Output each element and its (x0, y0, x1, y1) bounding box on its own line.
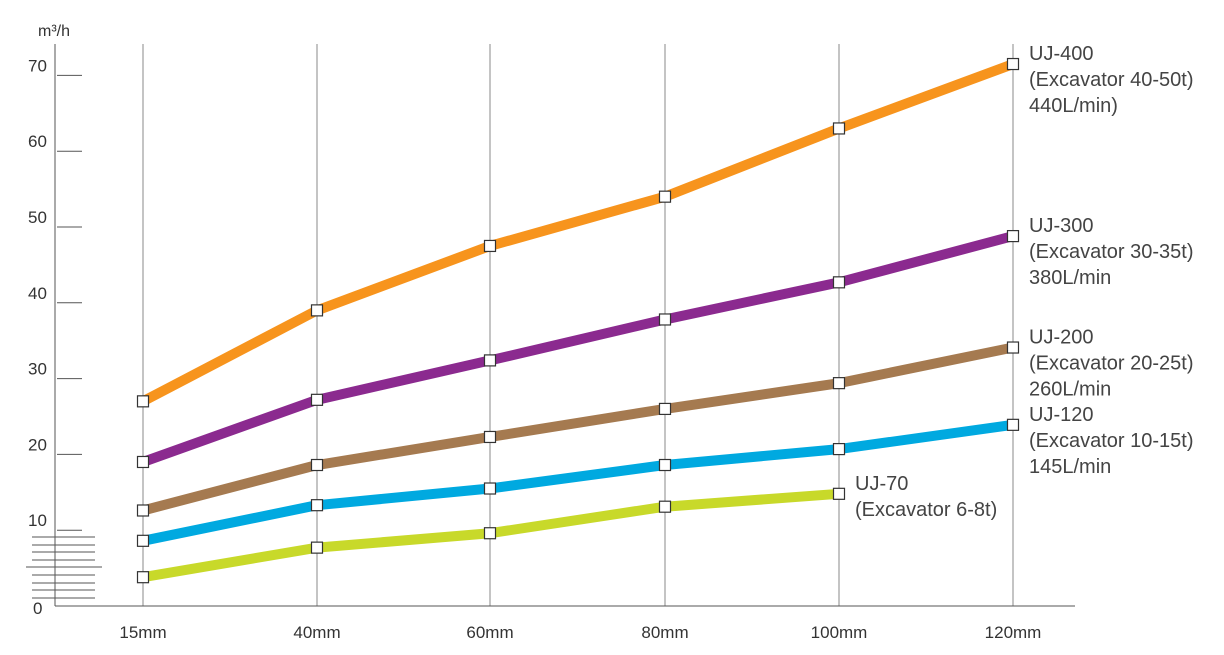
x-tick-label-40mm: 40mm (293, 623, 340, 642)
y-tick-label: 0 (33, 599, 42, 618)
x-tick-label-15mm: 15mm (119, 623, 166, 642)
series-line-uj-200 (141, 342, 1015, 516)
series-label-line: UJ-70 (855, 473, 908, 495)
series-uj-200 (136, 341, 1020, 517)
series-label-line: 380L/min (1029, 267, 1111, 289)
series-label-line: (Excavator 40-50t) (1029, 69, 1194, 91)
series-label-line: UJ-300 (1029, 215, 1093, 237)
series-group (136, 57, 1020, 584)
series-uj-120 (136, 418, 1020, 547)
data-point-marker (136, 571, 150, 584)
x-axis-labels: 15mm 40mm 60mm 80mm 100mm 120mm (119, 623, 1041, 642)
series-uj-300 (136, 229, 1020, 469)
data-point-marker (310, 499, 324, 512)
data-point-marker (483, 527, 497, 540)
data-point-marker (310, 458, 324, 472)
y-tick-label: 70 (28, 56, 47, 75)
decorative-stripes (26, 536, 102, 599)
y-tick-label: 10 (28, 511, 47, 530)
series-label-uj-400: UJ-400 (Excavator 40-50t) 440L/min) (1029, 43, 1194, 117)
x-tick-label-80mm: 80mm (641, 623, 688, 642)
data-point-marker (832, 377, 846, 390)
series-label-line: 440L/min) (1029, 95, 1118, 117)
data-point-marker (832, 276, 846, 289)
data-point-marker (1006, 229, 1020, 243)
y-tick-label: 50 (28, 208, 47, 227)
data-point-marker (136, 534, 150, 547)
data-point-marker (658, 500, 672, 513)
axes (54, 44, 1075, 607)
data-point-marker (658, 313, 672, 326)
data-point-marker (1006, 341, 1020, 354)
data-point-marker (832, 122, 846, 135)
series-label-line: 145L/min (1029, 456, 1111, 478)
data-point-marker (658, 402, 672, 416)
data-point-marker (483, 239, 497, 253)
y-tick-label: 40 (28, 284, 47, 303)
series-label-uj-300: UJ-300 (Excavator 30-35t) 380L/min (1029, 215, 1194, 289)
data-point-marker (310, 393, 324, 406)
series-uj-400 (136, 57, 1020, 408)
series-label-line: UJ-200 (1029, 327, 1093, 349)
series-line-uj-120 (141, 419, 1014, 546)
x-tick-label-120mm: 120mm (985, 623, 1042, 642)
data-point-marker (483, 430, 497, 444)
series-line-uj-400 (140, 59, 1015, 406)
data-point-marker (310, 541, 324, 554)
data-point-marker (1006, 418, 1020, 431)
series-line-uj-300 (141, 231, 1015, 467)
data-point-marker (832, 487, 846, 500)
series-label-uj-200: UJ-200 (Excavator 20-25t) 260L/min (1029, 327, 1194, 401)
data-point-marker (483, 482, 497, 495)
series-label-line: (Excavator 30-35t) (1029, 241, 1194, 263)
y-tick-label: 30 (28, 360, 47, 379)
series-label-line: 260L/min (1029, 379, 1111, 401)
series-uj-70 (136, 487, 846, 584)
data-point-marker (136, 395, 150, 408)
y-tick-label: 60 (28, 132, 47, 151)
x-tick-label-100mm: 100mm (811, 623, 868, 642)
series-label-line: UJ-120 (1029, 404, 1093, 426)
series-labels: UJ-400 (Excavator 40-50t) 440L/min) UJ-300 (… (855, 43, 1194, 521)
series-label-line: (Excavator 20-25t) (1029, 353, 1194, 375)
data-point-marker (310, 304, 324, 317)
x-tick-label-60mm: 60mm (466, 623, 513, 642)
series-label-line: (Excavator 6-8t) (855, 499, 997, 521)
series-label-uj-120: UJ-120 (Excavator 10-15t) 145L/min (1029, 404, 1194, 478)
series-label-line: (Excavator 10-15t) (1029, 430, 1194, 452)
data-point-marker (832, 442, 846, 456)
series-label-uj-70: UJ-70 (Excavator 6-8t) (855, 473, 997, 521)
data-point-marker (1006, 57, 1020, 71)
data-point-marker (658, 190, 672, 203)
y-axis-ticks: 0 10 20 30 40 50 60 70 (28, 56, 82, 618)
series-label-line: UJ-400 (1029, 43, 1093, 65)
y-unit-label: m³/h (38, 23, 70, 40)
y-tick-label: 20 (28, 435, 47, 454)
data-point-marker (136, 455, 150, 469)
data-point-marker (483, 354, 497, 367)
data-point-marker (658, 458, 672, 472)
data-point-marker (136, 504, 150, 517)
